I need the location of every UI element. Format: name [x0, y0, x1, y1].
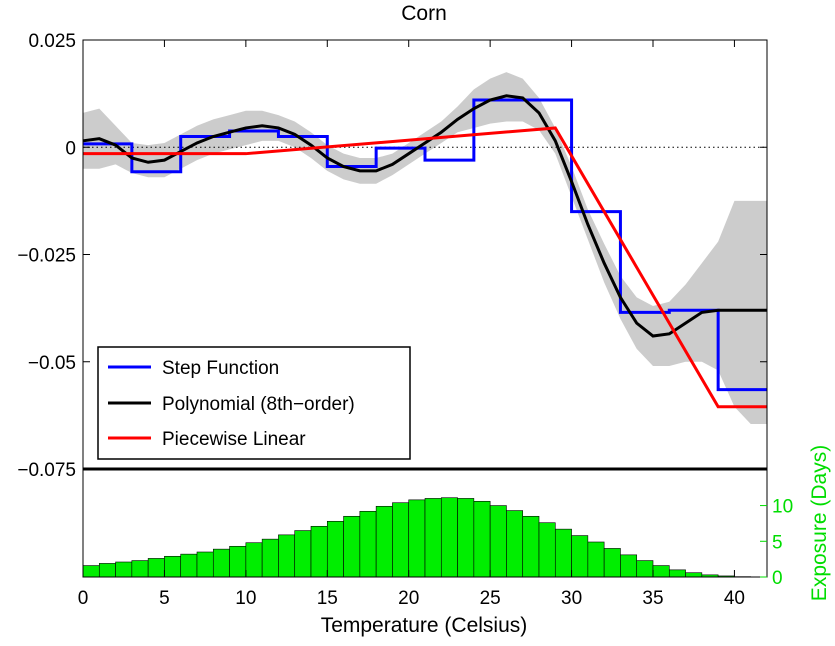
- exposure-histogram: [82, 497, 752, 578]
- y-tick-label: 0.025: [28, 31, 76, 52]
- legend-label-piecewise: Piecewise Linear: [162, 429, 306, 450]
- exposure-bar: [571, 535, 589, 578]
- exposure-bar: [506, 510, 524, 578]
- legend-label-polynomial: Polynomial (8th−order): [162, 394, 355, 415]
- exposure-bar: [375, 505, 393, 578]
- y-axis-ticks: 0.025 0 −0.025 −0.05 −0.075: [17, 31, 767, 481]
- exposure-bar: [98, 563, 116, 578]
- exposure-bar: [554, 528, 572, 578]
- plot-frame: [82, 39, 768, 578]
- exposure-bar: [229, 545, 247, 578]
- exposure-bar: [245, 542, 263, 578]
- y-tick-label: 0: [65, 138, 76, 159]
- legend: Step Function Polynomial (8th−order) Pie…: [97, 346, 411, 460]
- exposure-bar: [440, 497, 458, 578]
- polynomial-line: [82, 94, 767, 338]
- x-tick-label: 25: [480, 588, 501, 609]
- y2-tick-label: 0: [772, 568, 783, 589]
- exposure-bar: [343, 515, 361, 578]
- exposure-bar: [652, 565, 670, 578]
- exposure-bar: [164, 555, 182, 578]
- x-tick-label: 20: [398, 588, 419, 609]
- upper-plot: [82, 72, 767, 424]
- exposure-bar: [392, 502, 410, 578]
- exposure-bar: [587, 541, 605, 578]
- exposure-bar: [636, 560, 654, 578]
- exposure-bar: [522, 515, 540, 578]
- y2-tick-label: 5: [772, 532, 783, 553]
- exposure-bar: [294, 530, 312, 578]
- x-axis-label: Temperature (Celsius): [321, 614, 528, 637]
- right-axis-label: Exposure (Days): [808, 445, 831, 601]
- exposure-bar: [603, 548, 621, 578]
- step-function-line: [83, 98, 767, 392]
- x-tick-label: 15: [317, 588, 338, 609]
- y2-tick-label: 10: [772, 497, 793, 518]
- exposure-bar: [538, 522, 556, 578]
- x-tick-label: 40: [724, 588, 745, 609]
- exposure-bar: [489, 505, 507, 578]
- legend-label-step: Step Function: [162, 358, 279, 379]
- exposure-bar: [82, 565, 100, 578]
- exposure-bar: [408, 499, 426, 578]
- exposure-bar: [261, 538, 279, 578]
- exposure-bar: [212, 548, 230, 578]
- y-tick-label: −0.05: [28, 353, 76, 374]
- chart-title: Corn: [401, 2, 447, 25]
- y-tick-label: −0.075: [17, 460, 76, 481]
- right-axis-ticks: 0 5 10: [760, 497, 793, 589]
- exposure-bar: [424, 498, 442, 578]
- x-tick-label: 5: [159, 588, 170, 609]
- y-tick-label: −0.025: [17, 246, 76, 267]
- exposure-bar: [131, 560, 149, 578]
- exposure-bar: [147, 558, 165, 578]
- piecewise-linear-line: [83, 126, 767, 409]
- x-tick-label: 10: [235, 588, 256, 609]
- x-tick-label: 35: [642, 588, 663, 609]
- exposure-bar: [278, 534, 296, 578]
- x-axis-ticks: 0 5 10 15 20 25 30 35 40: [78, 40, 745, 609]
- exposure-bar: [473, 500, 491, 578]
- exposure-bar: [115, 561, 133, 578]
- x-tick-label: 30: [561, 588, 582, 609]
- exposure-bar: [359, 510, 377, 578]
- exposure-bar: [457, 498, 475, 578]
- exposure-bar: [310, 525, 328, 578]
- exposure-bar: [685, 572, 703, 578]
- exposure-bar: [196, 551, 214, 578]
- exposure-bar: [180, 553, 198, 578]
- exposure-bar: [326, 520, 344, 578]
- exposure-bar: [620, 554, 638, 578]
- axes: 0 5 10 15 20 25 30 35 40 0.025 0 −0.025 −0.05 −0.075…: [17, 31, 793, 609]
- x-tick-label: 0: [78, 588, 89, 609]
- exposure-bar: [668, 569, 686, 578]
